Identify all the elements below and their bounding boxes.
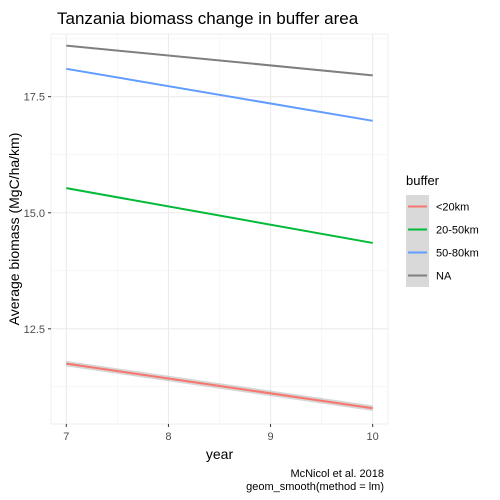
caption-line-1: McNicol et al. 2018 [290, 468, 384, 480]
x-tick-label: 7 [63, 431, 69, 443]
series-layer [66, 44, 373, 411]
legend: buffer <20km 20-50km 50-80km NA [406, 173, 479, 287]
x-axis-title: year [206, 446, 234, 462]
y-tick-label: 12.5 [24, 324, 45, 336]
series-line-50-80km [66, 67, 373, 122]
series-line-na [66, 44, 373, 77]
gridlines [50, 33, 389, 425]
legend-label: 20-50km [436, 225, 479, 237]
axis-ticks: 7 8 9 10 12.5 15.0 17.5 [24, 92, 379, 443]
y-tick-label: 17.5 [24, 92, 45, 104]
caption-line-2: geom_smooth(method = lm) [246, 481, 384, 493]
legend-label: NA [436, 271, 452, 283]
chart-title: Tanzania biomass change in buffer area [57, 9, 359, 28]
panel-border [50, 33, 389, 425]
series-line-20-50km [66, 187, 373, 244]
series-line-20km [66, 362, 373, 410]
x-tick-label: 10 [367, 431, 379, 443]
legend-title: buffer [406, 173, 440, 188]
y-axis-title: Average biomass (MgC/ha/km) [6, 133, 22, 326]
y-tick-label: 15.0 [24, 208, 45, 220]
x-tick-label: 9 [267, 431, 273, 443]
legend-label: <20km [436, 202, 469, 214]
x-tick-label: 8 [165, 431, 171, 443]
legend-label: 50-80km [436, 248, 479, 260]
